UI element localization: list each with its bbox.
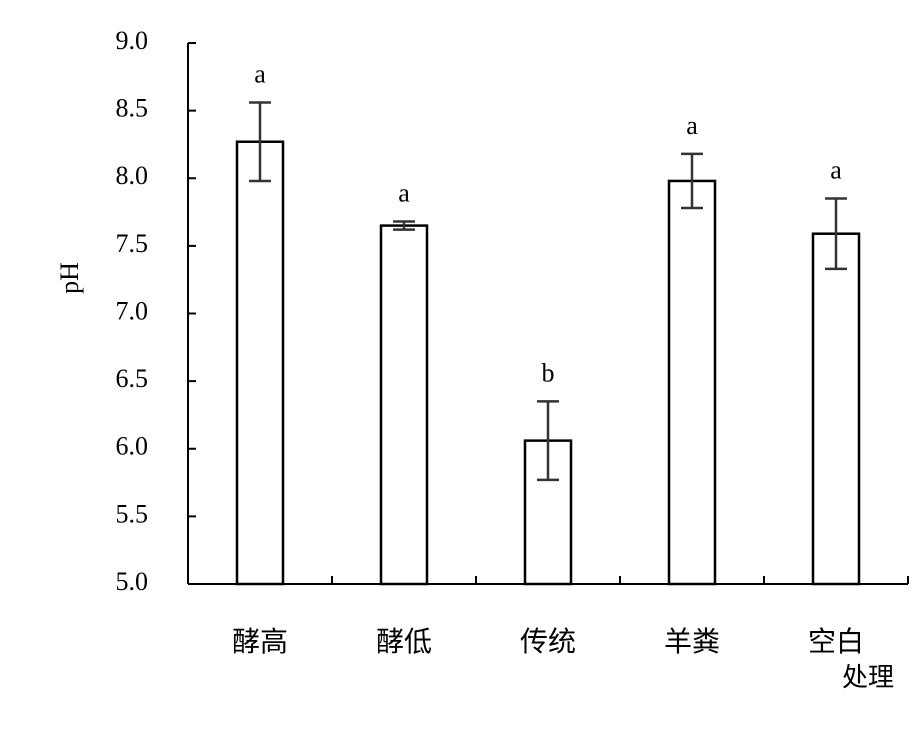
bar [667,179,717,586]
x-tick-label: 酵低 [376,625,432,658]
x-tick-label: 传统 [520,625,576,658]
y-tick-label: 6.0 [116,432,149,461]
y-tick-label: 9.0 [116,26,149,55]
y-tick-label: 8.5 [116,94,149,123]
significance-letter: a [830,156,842,185]
significance-letter: b [542,358,555,387]
y-tick-label: 7.5 [116,229,149,258]
y-tick-label: 6.5 [116,364,149,393]
x-tick-label: 羊粪 [664,625,720,658]
bar [235,140,285,586]
y-tick-label: 5.0 [116,567,149,596]
x-tick-label: 空白 [808,625,864,658]
x-tick-label: 酵高 [232,625,288,658]
y-tick-label: 7.0 [116,296,149,325]
x-axis-label: 处理 [842,663,894,692]
bar [811,232,861,586]
significance-letter: a [254,59,266,88]
significance-letter: a [686,111,698,140]
y-tick-label: 8.0 [116,161,149,190]
bar [379,224,429,586]
y-tick-label: 5.5 [116,499,149,528]
y-axis-label: pH [55,262,84,294]
significance-letter: a [398,178,410,207]
